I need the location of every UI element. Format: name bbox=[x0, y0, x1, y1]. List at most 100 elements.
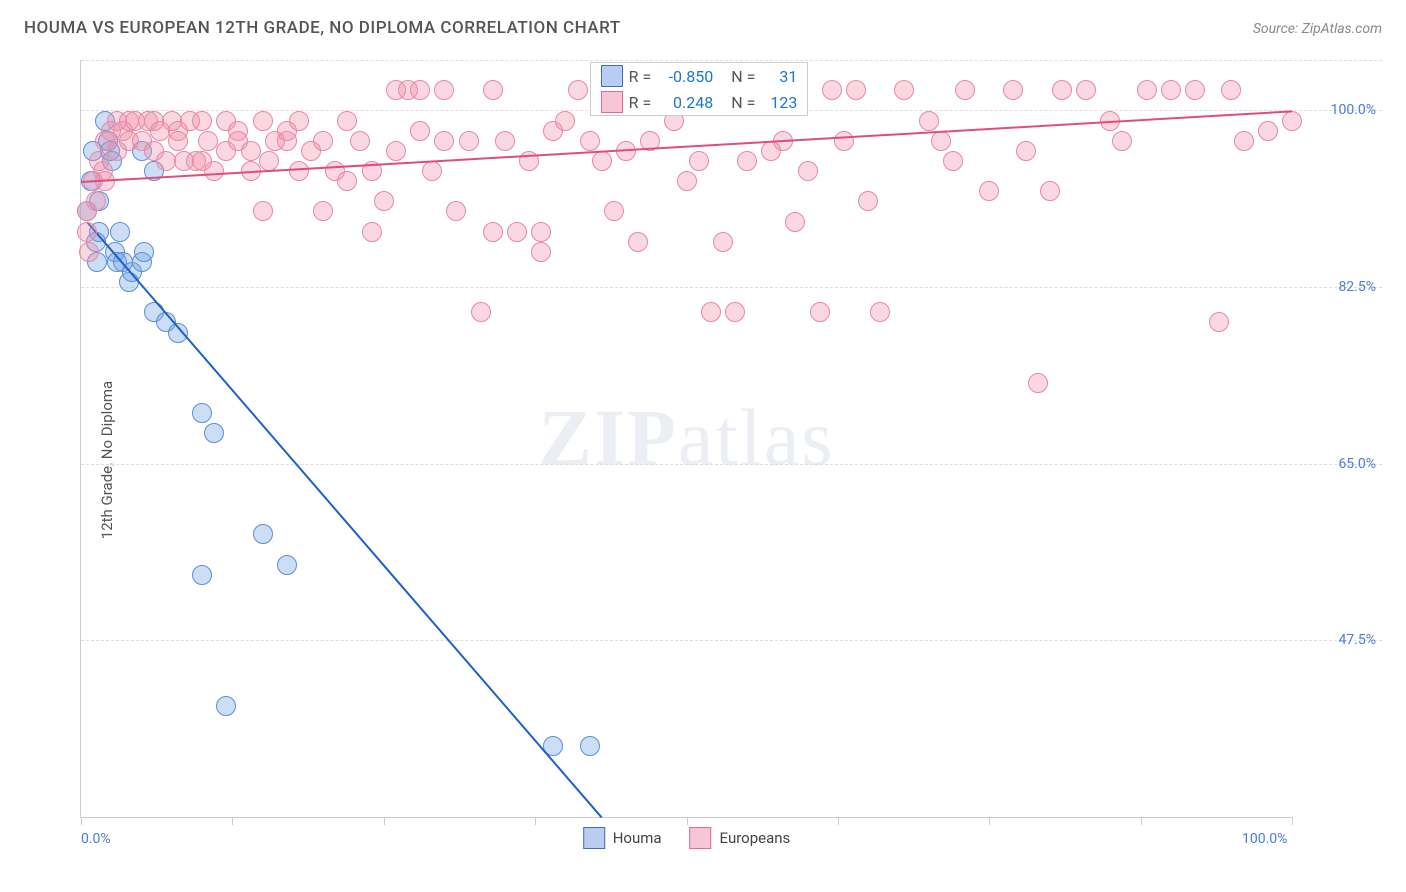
data-point bbox=[1052, 80, 1072, 100]
data-point bbox=[1137, 80, 1157, 100]
data-point bbox=[204, 161, 224, 181]
data-point bbox=[337, 111, 357, 131]
x-tick bbox=[535, 817, 536, 825]
data-point bbox=[1209, 312, 1229, 332]
data-point bbox=[253, 201, 273, 221]
data-point bbox=[919, 111, 939, 131]
x-tick bbox=[838, 817, 839, 825]
data-point bbox=[689, 151, 709, 171]
chart-title: HOUMA VS EUROPEAN 12TH GRADE, NO DIPLOMA… bbox=[24, 18, 621, 38]
data-point bbox=[446, 201, 466, 221]
data-point bbox=[1016, 141, 1036, 161]
data-point bbox=[1076, 80, 1096, 100]
watermark-zip: ZIP bbox=[539, 394, 678, 482]
data-point bbox=[1028, 373, 1048, 393]
data-point bbox=[253, 111, 273, 131]
legend-row: R = 0.248 N = 123 bbox=[591, 89, 808, 115]
data-point bbox=[604, 201, 624, 221]
data-point bbox=[737, 151, 757, 171]
y-tick-label: 47.5% bbox=[1338, 632, 1376, 648]
n-value: 31 bbox=[761, 67, 797, 86]
n-value: 123 bbox=[761, 93, 797, 112]
x-tick bbox=[989, 817, 990, 825]
data-point bbox=[259, 151, 279, 171]
data-point bbox=[192, 403, 212, 423]
data-point bbox=[483, 80, 503, 100]
legend-item: Houma bbox=[583, 827, 662, 849]
data-point bbox=[289, 161, 309, 181]
x-tick bbox=[384, 817, 385, 825]
data-point bbox=[192, 565, 212, 585]
r-value: 0.248 bbox=[657, 93, 713, 112]
y-tick-label: 65.0% bbox=[1338, 456, 1376, 472]
series-legend: Houma Europeans bbox=[583, 827, 791, 849]
watermark-atlas: atlas bbox=[678, 394, 835, 482]
data-point bbox=[555, 111, 575, 131]
legend-swatch bbox=[601, 91, 623, 113]
data-point bbox=[725, 302, 745, 322]
data-point bbox=[785, 212, 805, 232]
data-point bbox=[374, 191, 394, 211]
data-point bbox=[483, 222, 503, 242]
data-point bbox=[350, 131, 370, 151]
data-point bbox=[313, 131, 333, 151]
data-point bbox=[531, 242, 551, 262]
data-point bbox=[362, 222, 382, 242]
data-point bbox=[198, 131, 218, 151]
data-point bbox=[846, 80, 866, 100]
legend-label: Europeans bbox=[720, 829, 791, 847]
data-point bbox=[410, 80, 430, 100]
data-point bbox=[628, 232, 648, 252]
data-point bbox=[580, 736, 600, 756]
data-point bbox=[810, 302, 830, 322]
data-point bbox=[1040, 181, 1060, 201]
data-point bbox=[822, 80, 842, 100]
legend-item: Europeans bbox=[690, 827, 791, 849]
data-point bbox=[943, 151, 963, 171]
data-point bbox=[1221, 80, 1241, 100]
data-point bbox=[931, 131, 951, 151]
data-point bbox=[568, 80, 588, 100]
x-tick bbox=[687, 817, 688, 825]
data-point bbox=[422, 161, 442, 181]
legend-swatch bbox=[690, 827, 712, 849]
data-point bbox=[713, 232, 733, 252]
data-point bbox=[870, 302, 890, 322]
data-point bbox=[77, 222, 97, 242]
data-point bbox=[894, 80, 914, 100]
x-tick bbox=[1292, 817, 1293, 825]
x-tick bbox=[232, 817, 233, 825]
data-point bbox=[216, 696, 236, 716]
trend-line bbox=[86, 222, 602, 819]
data-point bbox=[592, 151, 612, 171]
data-point bbox=[1282, 111, 1302, 131]
x-tick-label: 0.0% bbox=[81, 831, 111, 847]
data-point bbox=[86, 191, 106, 211]
n-label: N = bbox=[731, 93, 755, 112]
data-point bbox=[110, 222, 130, 242]
data-point bbox=[1112, 131, 1132, 151]
data-point bbox=[580, 131, 600, 151]
x-tick bbox=[1141, 817, 1142, 825]
r-label: R = bbox=[629, 93, 652, 112]
x-tick bbox=[81, 817, 82, 825]
data-point bbox=[531, 222, 551, 242]
data-point bbox=[955, 80, 975, 100]
gridline bbox=[81, 60, 1382, 61]
data-point bbox=[134, 242, 154, 262]
data-point bbox=[979, 181, 999, 201]
source-label: Source: ZipAtlas.com bbox=[1253, 21, 1382, 37]
data-point bbox=[410, 121, 430, 141]
data-point bbox=[495, 131, 515, 151]
data-point bbox=[1161, 80, 1181, 100]
n-label: N = bbox=[731, 67, 755, 86]
legend-label: Houma bbox=[613, 829, 662, 847]
data-point bbox=[677, 171, 697, 191]
r-label: R = bbox=[629, 67, 652, 86]
data-point bbox=[834, 131, 854, 151]
data-point bbox=[277, 555, 297, 575]
data-point bbox=[701, 302, 721, 322]
x-tick-label: 100.0% bbox=[1242, 831, 1287, 847]
data-point bbox=[241, 141, 261, 161]
data-point bbox=[798, 161, 818, 181]
